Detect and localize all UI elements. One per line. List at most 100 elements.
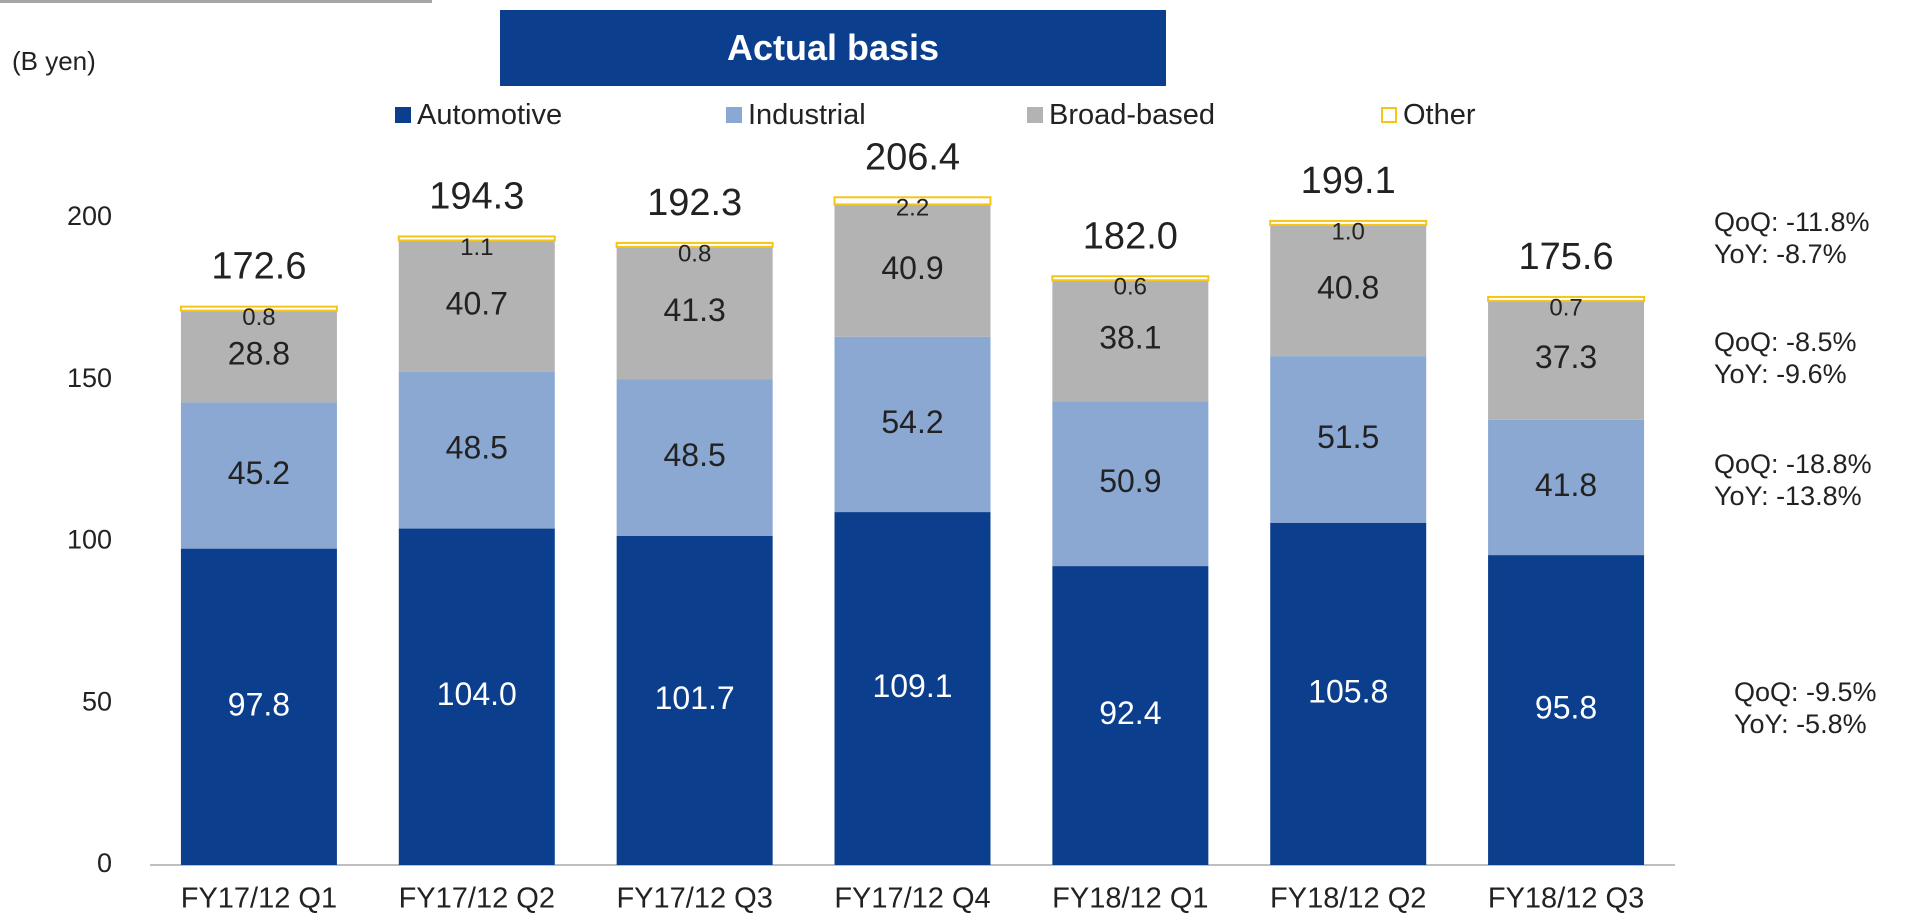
data-label-automotive: 109.1 — [872, 668, 952, 704]
bar-segment-other — [833, 196, 992, 206]
legend-swatch-automotive — [395, 107, 411, 123]
data-label-broad-based: 28.8 — [228, 335, 290, 371]
bar-segment-industrial — [180, 402, 337, 549]
bar-segment-industrial — [1488, 419, 1645, 556]
bar-segment-automotive — [1052, 566, 1209, 865]
data-label-industrial: 50.9 — [1099, 463, 1161, 499]
data-label-broad-based: 40.9 — [881, 250, 943, 286]
bar-segment-broad-based — [398, 239, 555, 372]
bar-segment-broad-based — [616, 245, 773, 380]
data-label-industrial: 48.5 — [446, 430, 508, 466]
data-label-industrial: 41.8 — [1535, 467, 1597, 503]
legend-swatch-broad-based — [1027, 107, 1043, 123]
y-axis-unit-label: (B yen) — [12, 46, 96, 76]
x-tick-label: FY17/12 Q1 — [181, 883, 337, 915]
bar-segment-other — [1487, 295, 1646, 302]
x-tick-label: FY17/12 Q4 — [834, 883, 990, 915]
top-rule — [0, 0, 432, 3]
legend-item-automotive: Automotive — [395, 98, 562, 132]
data-label-other: 0.8 — [242, 304, 275, 331]
total-label: 194.3 — [429, 175, 524, 217]
x-tick-label: FY17/12 Q2 — [399, 883, 555, 915]
bar-segment-industrial — [1270, 356, 1427, 523]
bar-segment-automotive — [398, 528, 555, 865]
data-label-automotive: 97.8 — [228, 686, 290, 722]
legend-item-broad-based: Broad-based — [1027, 98, 1215, 132]
legend-item-other: Other — [1381, 98, 1476, 132]
annotation-industrial-upper-yoy: YoY: -9.6% — [1714, 359, 1847, 389]
annotation-industrial-lower: QoQ: -18.8% YoY: -13.8% — [1714, 448, 1872, 512]
x-tick-label: FY18/12 Q3 — [1488, 883, 1644, 915]
bar-segment-industrial — [398, 371, 555, 529]
legend-item-industrial: Industrial — [726, 98, 866, 132]
y-tick-label-50: 50 — [82, 686, 112, 716]
bar-segment-broad-based — [1270, 224, 1427, 357]
data-label-automotive: 92.4 — [1099, 695, 1161, 731]
total-label: 206.4 — [865, 136, 960, 178]
legend-label-industrial: Industrial — [748, 98, 866, 131]
total-label: 175.6 — [1519, 236, 1614, 278]
legend-label-other: Other — [1403, 98, 1476, 131]
x-tick-label: FY18/12 Q1 — [1052, 883, 1208, 915]
data-label-industrial: 51.5 — [1317, 419, 1379, 455]
y-tick-label-100: 100 — [67, 525, 112, 555]
data-label-broad-based: 37.3 — [1535, 339, 1597, 375]
x-tick-label: FY17/12 Q3 — [616, 883, 772, 915]
y-tick-label-150: 150 — [67, 363, 112, 393]
data-label-other: 1.1 — [460, 234, 493, 261]
data-label-industrial: 54.2 — [881, 404, 943, 440]
annotation-broad-based-yoy: YoY: -8.7% — [1714, 239, 1847, 269]
data-label-other: 0.8 — [678, 240, 711, 267]
data-label-automotive: 101.7 — [655, 680, 735, 716]
legend-swatch-industrial — [726, 107, 742, 123]
bar-segment-other — [179, 305, 338, 312]
data-label-broad-based: 41.3 — [664, 292, 726, 328]
chart-title: Actual basis — [500, 10, 1166, 86]
data-label-other: 1.0 — [1332, 218, 1365, 245]
data-label-industrial: 48.5 — [664, 437, 726, 473]
data-label-automotive: 95.8 — [1535, 689, 1597, 725]
bar-segment-industrial — [834, 336, 991, 513]
bar-segment-automotive — [1270, 522, 1427, 865]
data-label-other: 2.2 — [896, 195, 929, 222]
bar-segment-automotive — [180, 548, 337, 865]
annotation-automotive-qoq: QoQ: -9.5% — [1734, 677, 1877, 707]
annotation-broad-based: QoQ: -11.8% YoY: -8.7% — [1714, 206, 1870, 270]
legend-label-broad-based: Broad-based — [1049, 98, 1216, 131]
bar-segment-broad-based — [1488, 299, 1645, 420]
x-tick-label: FY18/12 Q2 — [1270, 883, 1426, 915]
legend-label-automotive: Automotive — [417, 98, 563, 131]
annotation-industrial-upper-qoq: QoQ: -8.5% — [1714, 327, 1857, 357]
annotation-automotive: QoQ: -9.5% YoY: -5.8% — [1734, 676, 1877, 740]
data-label-automotive: 105.8 — [1308, 673, 1388, 709]
data-label-broad-based: 40.7 — [446, 285, 508, 321]
data-label-industrial: 45.2 — [228, 455, 290, 491]
data-label-broad-based: 40.8 — [1317, 270, 1379, 306]
data-label-broad-based: 38.1 — [1099, 319, 1161, 355]
annotation-automotive-yoy: YoY: -5.8% — [1734, 709, 1867, 739]
bar-segment-broad-based — [834, 204, 991, 337]
y-tick-label-200: 200 — [67, 201, 112, 231]
total-label: 172.6 — [211, 246, 306, 288]
bar-segment-broad-based — [1052, 278, 1209, 402]
bar-segment-industrial — [1052, 401, 1209, 567]
data-label-other: 0.6 — [1114, 274, 1147, 301]
annotation-industrial-lower-qoq: QoQ: -18.8% — [1714, 449, 1872, 479]
total-label: 182.0 — [1083, 215, 1178, 257]
total-label: 199.1 — [1301, 160, 1396, 202]
annotation-broad-based-qoq: QoQ: -11.8% — [1714, 207, 1870, 237]
bar-segment-other — [397, 235, 556, 242]
bar-segment-industrial — [616, 379, 773, 537]
legend-swatch-other — [1381, 107, 1397, 123]
total-label: 192.3 — [647, 182, 742, 224]
bar-segment-broad-based — [180, 309, 337, 403]
bar-segment-other — [615, 241, 774, 248]
annotation-industrial-lower-yoy: YoY: -13.8% — [1714, 481, 1862, 511]
annotation-industrial-upper: QoQ: -8.5% YoY: -9.6% — [1714, 326, 1857, 390]
y-tick-label-0: 0 — [97, 848, 112, 878]
bar-segment-automotive — [616, 536, 773, 865]
bar-segment-automotive — [1488, 555, 1645, 865]
data-label-other: 0.7 — [1549, 294, 1582, 321]
data-label-automotive: 104.0 — [437, 676, 517, 712]
